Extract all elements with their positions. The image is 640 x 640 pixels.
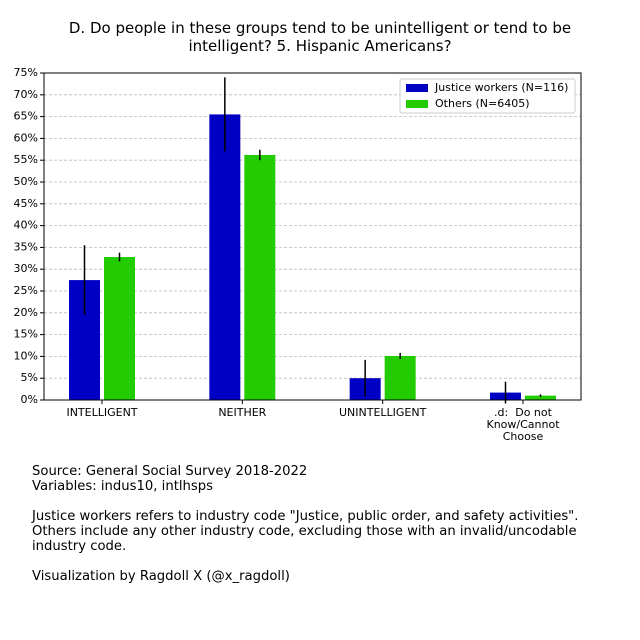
notes: Source: General Social Survey 2018-2022 V… [32, 464, 602, 599]
x-tick-label: UNINTELLIGENT [338, 406, 427, 419]
y-tick-label: 50% [14, 175, 38, 188]
x-tick-label: .d: Do not Know/Cannot Choose [486, 406, 564, 443]
plot-frame [43, 72, 582, 401]
legend-swatch [406, 100, 428, 108]
y-tick-label: 15% [14, 328, 38, 341]
y-tick-label: 10% [14, 349, 38, 362]
legend-box [399, 78, 576, 114]
y-tick-label: 0% [21, 393, 38, 406]
y-tick-label: 5% [21, 371, 38, 384]
y-tick-label: 30% [14, 262, 38, 275]
y-tick-label: 25% [14, 284, 38, 297]
x-tick-label: NEITHER [218, 406, 267, 419]
bar [384, 355, 416, 400]
y-tick-label: 40% [14, 219, 38, 232]
y-tick-label: 60% [14, 131, 38, 144]
legend-label: Justice workers (N=116) [434, 81, 568, 94]
bar [104, 256, 135, 400]
y-tick-label: 35% [14, 240, 38, 253]
y-tick-label: 75% [14, 66, 38, 79]
legend-swatch [406, 84, 428, 92]
note-line: Source: General Social Survey 2018-2022 [32, 464, 308, 479]
chart-title: D. Do people in these groups tend to be … [68, 19, 572, 55]
y-tick-label: 70% [14, 88, 38, 101]
note-paragraph: Source: General Social Survey 2018-2022 V… [32, 464, 602, 494]
note-line: Variables: indus10, intlhsps [32, 479, 214, 494]
note-line: Justice workers refers to industry code … [32, 509, 579, 554]
x-tick-label: INTELLIGENT [66, 406, 138, 419]
note-paragraph: Visualization by Ragdoll X (@x_ragdoll) [32, 569, 602, 584]
y-tick-label: 65% [14, 110, 38, 123]
bar [525, 395, 556, 400]
y-tick-label: 20% [14, 306, 38, 319]
note-line: Visualization by Ragdoll X (@x_ragdoll) [32, 569, 290, 584]
y-tick-label: 45% [14, 197, 38, 210]
note-paragraph: Justice workers refers to industry code … [32, 509, 602, 554]
bar [244, 154, 276, 400]
legend-label: Others (N=6405) [435, 97, 529, 110]
bar [209, 114, 241, 401]
y-tick-label: 55% [14, 153, 38, 166]
